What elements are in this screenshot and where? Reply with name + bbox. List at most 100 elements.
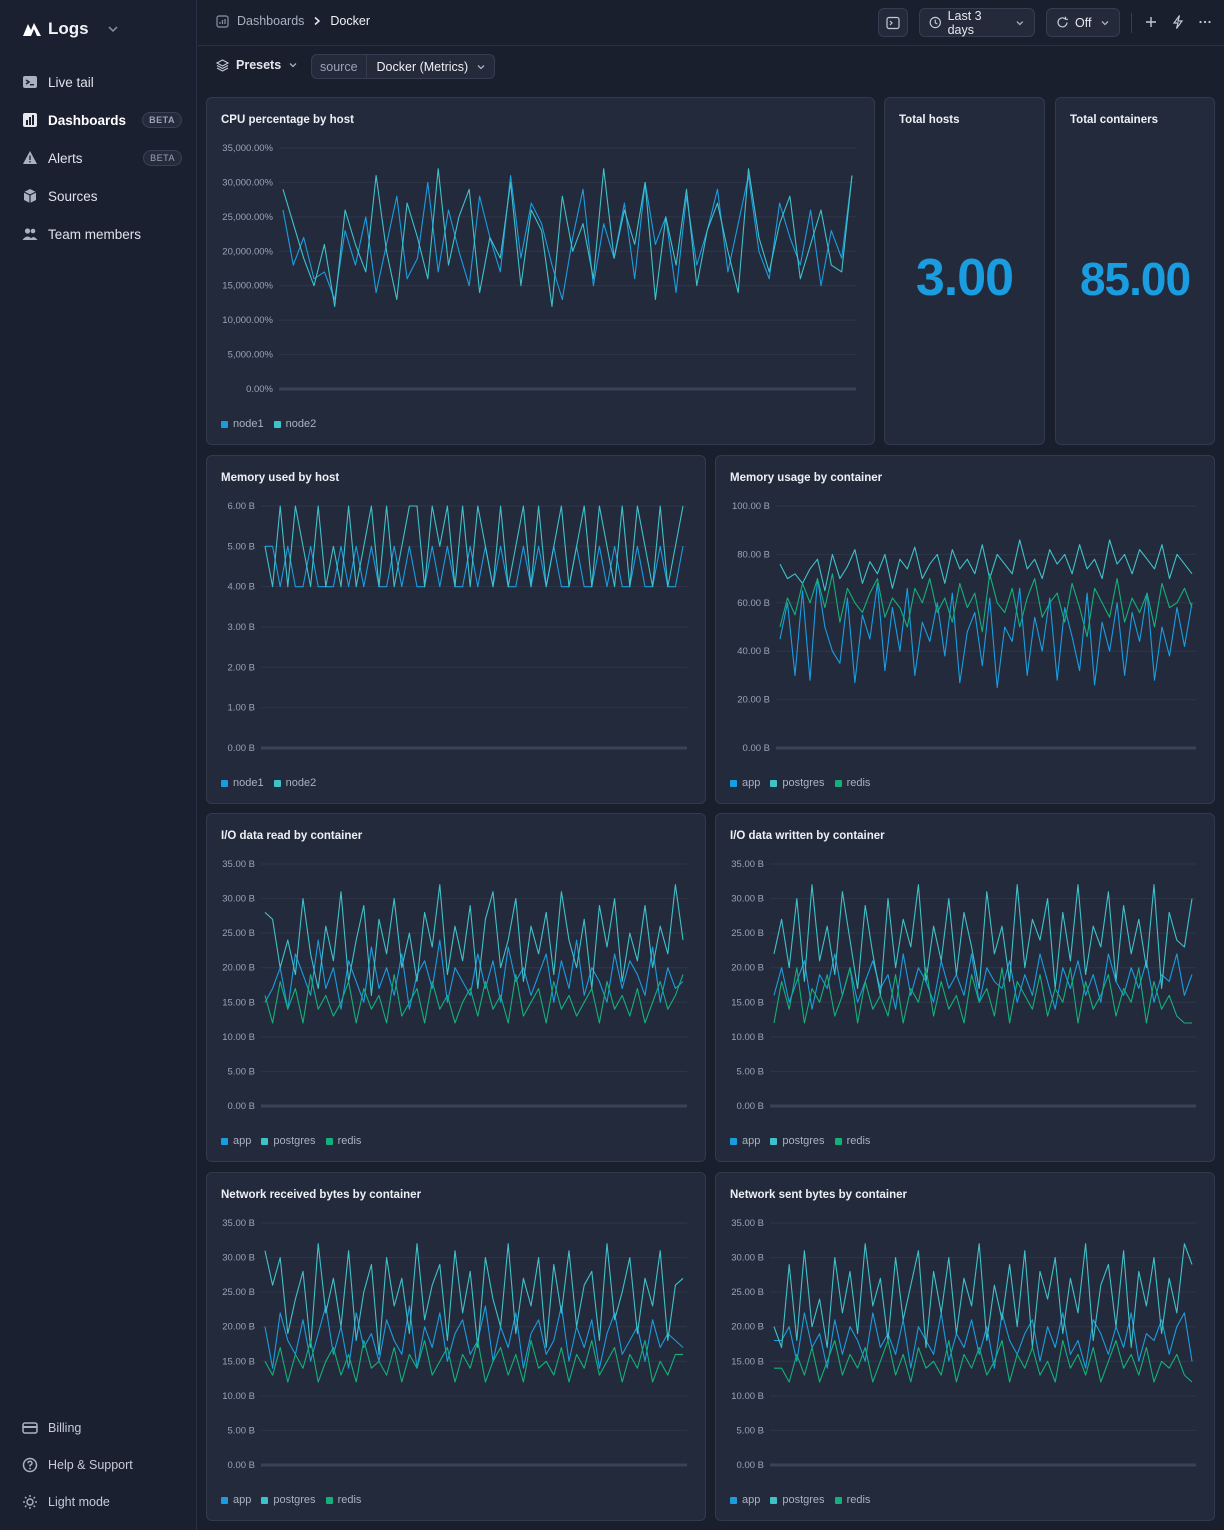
legend-item-redis[interactable]: redis — [834, 1494, 870, 1506]
chart-legend: app postgres redis — [221, 1135, 361, 1147]
clock-icon — [929, 16, 941, 29]
team-icon — [22, 228, 38, 240]
legend-swatch — [730, 1137, 737, 1145]
legend-item-postgres[interactable]: postgres — [770, 1494, 825, 1506]
y-tick-label: 5.00 B — [228, 541, 255, 552]
source-filter[interactable]: source Docker (Metrics) — [311, 54, 496, 79]
y-tick-label: 30.00 B — [222, 894, 255, 905]
series-line-redis — [779, 573, 1193, 638]
chart-legend: app postgres redis — [730, 777, 870, 789]
add-icon[interactable] — [1143, 14, 1159, 30]
y-tick-label: 15.00 B — [731, 1356, 764, 1367]
legend-item-app[interactable]: app — [730, 1135, 760, 1147]
legend-item-postgres[interactable]: postgres — [770, 777, 825, 789]
y-tick-label: 2.00 B — [228, 662, 255, 673]
cube-icon — [23, 189, 37, 203]
sidebar-item-help-support[interactable]: Help & Support — [22, 1453, 182, 1477]
sidebar-item-live-tail[interactable]: Live tail — [22, 70, 182, 94]
panel-title: Memory usage by container — [730, 472, 883, 484]
y-tick-label: 30.00 B — [731, 894, 764, 905]
legend-swatch — [221, 1137, 228, 1145]
legend-item-postgres[interactable]: postgres — [261, 1494, 316, 1506]
io-write-chart-panel: I/O data written by container 0.00 B 5.00… — [715, 813, 1215, 1162]
source-filter-value[interactable]: Docker (Metrics) — [367, 60, 495, 74]
y-tick-label: 1.00 B — [228, 703, 255, 714]
sidebar-item-dashboards[interactable]: Dashboards BETA — [22, 108, 182, 132]
panel-title: Total containers — [1070, 114, 1158, 126]
sidebar-item-label: Billing — [48, 1421, 82, 1435]
stat-value: 3.00 — [915, 249, 1014, 307]
y-tick-label: 0.00 B — [737, 1101, 764, 1112]
series-line-node2 — [264, 505, 684, 588]
terminal-button[interactable] — [878, 8, 908, 37]
legend-item-app[interactable]: app — [730, 777, 760, 789]
sidebar-item-billing[interactable]: Billing — [22, 1416, 182, 1440]
time-range-select[interactable]: Last 3 days — [919, 8, 1035, 37]
y-tick-label: 15.00 B — [222, 1356, 255, 1367]
legend-item-postgres[interactable]: postgres — [770, 1135, 825, 1147]
legend-item-postgres[interactable]: postgres — [261, 1135, 316, 1147]
sun-icon — [23, 1495, 37, 1509]
light-mode-toggle[interactable]: Light mode — [22, 1490, 182, 1514]
total-containers-panel: Total containers 85.00 — [1055, 97, 1215, 445]
y-tick-label: 10.00 B — [222, 1032, 255, 1043]
legend-item-redis[interactable]: redis — [834, 1135, 870, 1147]
sidebar-item-alerts[interactable]: Alerts BETA — [22, 146, 182, 170]
y-tick-label: 25.00 B — [222, 928, 255, 939]
logo-icon — [23, 23, 41, 36]
series-line-postgres — [779, 539, 1193, 592]
series-line-node1 — [282, 174, 853, 301]
legend-label: app — [742, 777, 761, 789]
y-tick-label: 5.00 B — [737, 1066, 764, 1077]
sidebar: Logs Live tail Dashboards BETA Alerts BE… — [0, 0, 197, 1530]
chart-plot: 0.00 B 5.00 B 10.00 B 15.00 B 20.00 B 25.00 B… — [731, 859, 1196, 1112]
chevron-down-icon — [289, 63, 297, 68]
presets-dropdown[interactable]: Presets — [216, 58, 298, 72]
legend-item-app[interactable]: app — [221, 1135, 251, 1147]
series-line-redis — [264, 974, 684, 1024]
network-received-chart-panel: Network received bytes by container 0.00… — [206, 1172, 706, 1521]
legend-swatch — [221, 1496, 228, 1504]
legend-item-node1[interactable]: node1 — [221, 418, 264, 430]
series-line-app — [264, 939, 684, 1010]
breadcrumb-dashboards[interactable]: Dashboards — [237, 14, 305, 28]
beta-badge: BETA — [143, 150, 182, 166]
y-tick-label: 25.00 B — [731, 928, 764, 939]
sidebar-item-label: Sources — [48, 188, 98, 204]
y-tick-label: 0.00 B — [743, 743, 770, 754]
series-line-redis — [264, 1339, 683, 1383]
y-tick-label: 3.00 B — [228, 622, 255, 633]
legend-item-redis[interactable]: redis — [325, 1135, 361, 1147]
chart-plot: 0.00% 5,000.00% 10,000.00% 15,000.00% 20,000… — [222, 143, 856, 395]
source-filter-key: source — [312, 55, 367, 78]
legend-item-redis[interactable]: redis — [834, 777, 871, 789]
app-switcher[interactable]: Logs — [22, 16, 119, 42]
legend-item-redis[interactable]: redis — [325, 1494, 361, 1506]
legend-item-node1[interactable]: node1 — [221, 777, 264, 789]
legend-swatch — [834, 779, 842, 787]
chevron-down-icon — [1016, 20, 1024, 25]
legend-item-app[interactable]: app — [730, 1494, 760, 1506]
lightning-icon[interactable] — [1170, 14, 1186, 30]
sidebar-item-sources[interactable]: Sources — [22, 184, 182, 208]
chevron-right-icon — [314, 16, 321, 26]
more-icon[interactable] — [1197, 14, 1213, 30]
legend-swatch — [770, 1137, 778, 1145]
y-tick-label: 100.00 B — [732, 501, 770, 512]
legend-item-node2[interactable]: node2 — [273, 777, 316, 789]
y-tick-label: 5.00 B — [228, 1066, 255, 1077]
legend-item-node2[interactable]: node2 — [273, 418, 316, 430]
series-line-redis — [773, 967, 1192, 1024]
refresh-select[interactable]: Off — [1046, 8, 1120, 37]
y-tick-label: 30,000.00% — [222, 177, 273, 188]
card-icon — [22, 1422, 38, 1434]
y-tick-label: 0.00% — [246, 384, 273, 395]
stat-value: 85.00 — [1079, 253, 1191, 305]
legend-label: postgres — [782, 1135, 825, 1147]
legend-label: redis — [846, 777, 871, 789]
legend-swatch — [325, 1496, 333, 1504]
legend-item-app[interactable]: app — [221, 1494, 251, 1506]
presets-label: Presets — [236, 58, 282, 72]
sidebar-item-team-members[interactable]: Team members — [22, 222, 182, 246]
legend-swatch — [221, 420, 228, 428]
